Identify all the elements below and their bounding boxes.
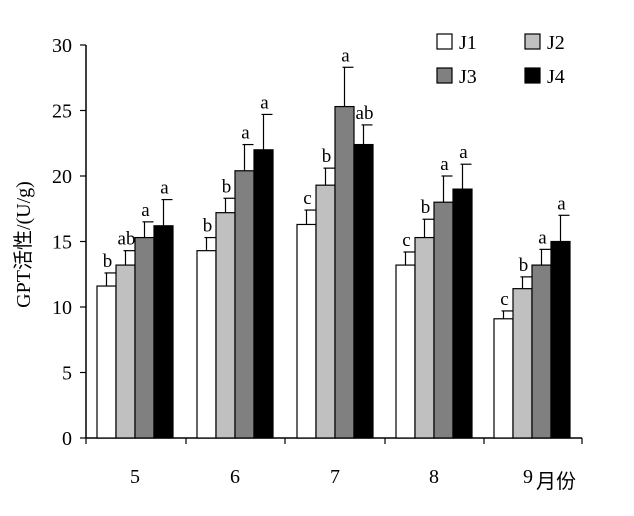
significance-letter: a xyxy=(538,227,547,248)
significance-letter: b xyxy=(103,251,113,272)
bar xyxy=(512,288,533,439)
bar xyxy=(353,143,374,439)
bar xyxy=(115,264,136,439)
legend-label: J4 xyxy=(547,66,565,88)
bar xyxy=(134,236,155,439)
legend-label: J3 xyxy=(459,66,477,88)
bars xyxy=(96,66,571,439)
bar xyxy=(153,225,174,439)
significance-letter: a xyxy=(459,142,468,163)
significance-letter: a xyxy=(141,200,150,221)
significance-letter: c xyxy=(500,289,508,310)
y-tick-label: 10 xyxy=(52,297,72,319)
y-tick-label: 30 xyxy=(52,35,72,57)
bar xyxy=(550,240,571,439)
significance-letter: a xyxy=(557,193,566,214)
y-tick-label: 20 xyxy=(52,166,72,188)
y-tick-label: 25 xyxy=(52,101,72,123)
bar xyxy=(493,318,514,439)
bar xyxy=(452,188,473,439)
legend-label: J2 xyxy=(547,32,565,54)
x-tick-label: 8 xyxy=(429,466,439,488)
y-tick-label: 0 xyxy=(62,428,72,450)
bar xyxy=(334,105,355,439)
bar xyxy=(253,149,274,439)
x-tick-label: 9 xyxy=(523,466,533,488)
bar xyxy=(433,201,454,439)
significance-letter: ab xyxy=(118,229,136,250)
x-axis-suffix: 月份 xyxy=(536,470,576,493)
bar xyxy=(96,285,117,439)
significance-letter: a xyxy=(241,123,250,144)
x-tick-label: 6 xyxy=(230,466,240,488)
y-tick-label: 5 xyxy=(62,363,72,385)
bar xyxy=(296,223,317,439)
legend-swatch xyxy=(524,33,541,50)
bar xyxy=(395,264,416,439)
x-tick-label: 5 xyxy=(130,466,140,488)
bar xyxy=(234,170,255,439)
axes: 0 5 10 15 20 25 30 GPT活性/(U/g) xyxy=(12,35,583,450)
legend: J1 J2 J3 J4 xyxy=(436,32,565,88)
bar xyxy=(196,250,217,439)
significance-letter: a xyxy=(341,45,350,66)
bar xyxy=(414,236,435,439)
legend-swatch xyxy=(524,67,541,84)
bar xyxy=(315,184,336,439)
significance-letter: ab xyxy=(356,103,374,124)
y-tick-label: 15 xyxy=(52,232,72,254)
significance-letter: b xyxy=(519,255,529,276)
legend-label: J1 xyxy=(459,32,477,54)
x-tick-label: 7 xyxy=(330,466,340,488)
significance-letter: b xyxy=(203,216,213,237)
significance-letter: c xyxy=(303,188,311,209)
bar xyxy=(531,264,552,439)
significance-letter: a xyxy=(160,178,169,199)
significance-letter: b xyxy=(421,197,431,218)
legend-swatch xyxy=(436,33,453,50)
y-axis-label: GPT活性/(U/g) xyxy=(12,181,35,308)
significance-letter: a xyxy=(260,92,269,113)
legend-swatch xyxy=(436,67,453,84)
significance-letter: a xyxy=(440,154,449,175)
significance-letter: b xyxy=(222,176,232,197)
significance-letter: b xyxy=(322,146,332,167)
significance-letter: c xyxy=(402,230,410,251)
bar xyxy=(215,212,236,439)
